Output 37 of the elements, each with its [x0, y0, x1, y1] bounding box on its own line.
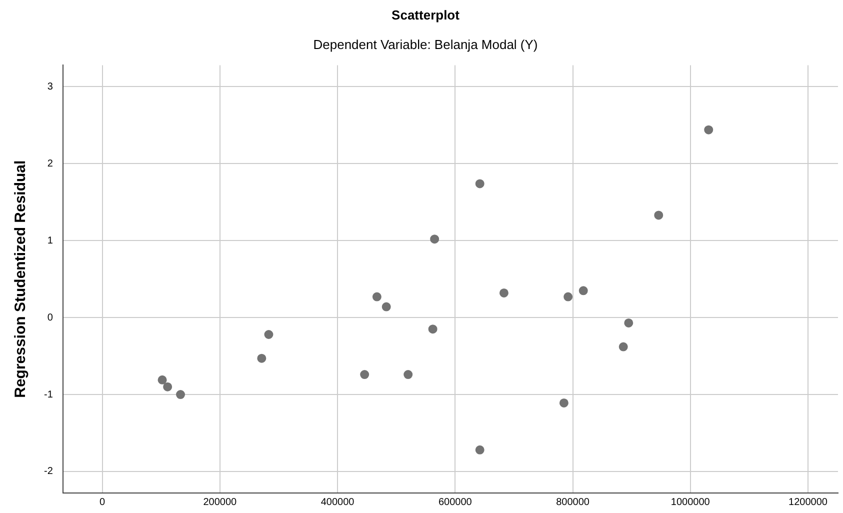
y-tick-label: 0 [47, 312, 54, 324]
x-tick-label: 0 [100, 496, 106, 508]
point [382, 302, 391, 312]
point [360, 370, 370, 380]
x-tick-label: 200000 [203, 496, 238, 508]
x-tick-label: 1000000 [670, 496, 710, 508]
point [704, 125, 714, 134]
y-tick-label: -1 [44, 389, 54, 400]
x-tick-label: 600000 [438, 496, 472, 508]
point [264, 330, 274, 339]
point [176, 390, 186, 400]
point [372, 292, 382, 302]
point [475, 445, 484, 454]
y-tick-label: 2 [47, 158, 54, 170]
point [158, 375, 167, 384]
y-tick-label: 3 [47, 81, 54, 92]
point [564, 292, 573, 302]
y-axis-title: Regression Studentized Residual [12, 160, 30, 398]
point [499, 288, 508, 298]
point [257, 354, 266, 363]
x-tick-label: 400000 [320, 496, 355, 508]
point [163, 382, 172, 392]
y-tick-label: 1 [47, 235, 54, 246]
point [404, 370, 413, 380]
point [430, 234, 440, 244]
y-tick-label: -2 [44, 466, 54, 478]
point [559, 398, 568, 408]
point [654, 210, 664, 220]
chart-title: Scatterplot [392, 7, 460, 22]
point [428, 324, 438, 334]
point [624, 318, 634, 328]
point [578, 286, 588, 296]
x-tick-label: 800000 [556, 496, 590, 508]
point [618, 342, 628, 352]
chart-subtitle: Dependent Variable: Belanja Modal (Y) [313, 36, 538, 52]
x-tick-label: 1200000 [788, 496, 828, 508]
point [475, 179, 484, 188]
